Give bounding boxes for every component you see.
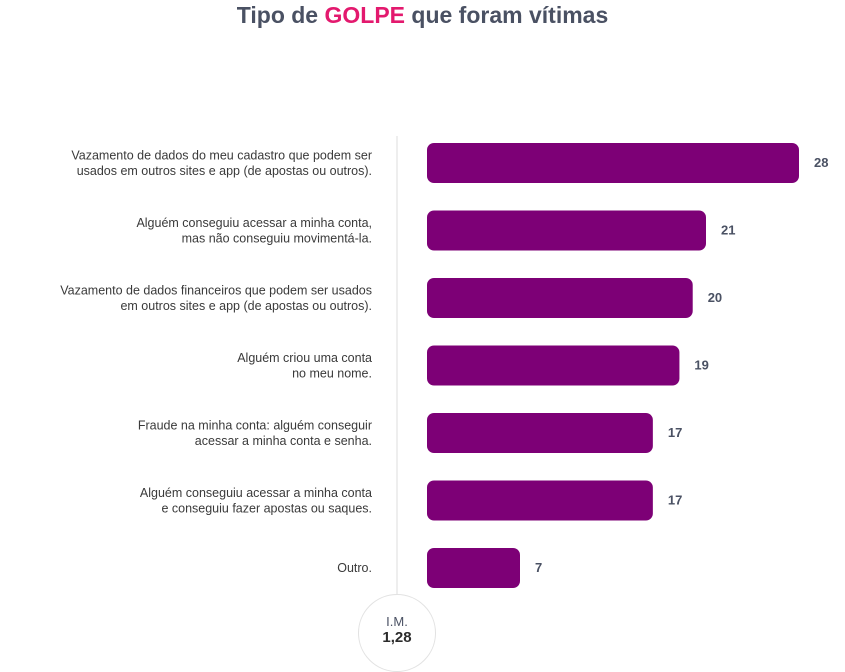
category-label-4-line-0: Fraude na minha conta: alguém conseguir (138, 418, 372, 432)
im-badge: I.M. 1,28 (358, 594, 436, 672)
category-label-1-line-0: Alguém conseguiu acessar a minha conta, (136, 216, 372, 230)
bar-4 (427, 413, 653, 453)
title-prefix: Tipo de (236, 2, 319, 28)
category-label-4-line-1: acessar a minha conta e senha. (195, 434, 372, 448)
bar-5 (427, 480, 653, 521)
bar-0 (427, 143, 799, 183)
category-label-3-line-0: Alguém criou uma conta (237, 351, 372, 365)
value-label-6: 7 (535, 560, 542, 575)
category-label-5-line-1: e conseguiu fazer apostas ou saques. (161, 501, 372, 515)
value-label-3: 19 (694, 358, 708, 373)
category-label-3-line-1: no meu nome. (292, 366, 372, 380)
category-label-5-line-0: Alguém conseguiu acessar a minha conta (140, 486, 372, 500)
value-label-2: 20 (708, 290, 722, 305)
bar-6 (427, 548, 520, 588)
im-badge-value: 1,28 (382, 629, 412, 646)
category-label-2-line-1: em outros sites e app (de apostas ou out… (120, 299, 372, 313)
title-highlight: GOLPE (324, 2, 406, 28)
category-label-2-line-0: Vazamento de dados financeiros que podem… (60, 283, 372, 297)
chart-title: Tipo de GOLPE que foram vítimas (0, 2, 845, 29)
category-label-0-line-1: usados em outros sites e app (de apostas… (77, 164, 372, 178)
im-badge-label: I.M. (386, 614, 408, 629)
value-label-5: 17 (668, 493, 682, 508)
value-label-0: 28 (814, 155, 828, 170)
bar-1 (427, 210, 706, 251)
value-label-4: 17 (668, 425, 682, 440)
category-label-1-line-1: mas não conseguiu movimentá-la. (182, 231, 372, 245)
bar-3 (427, 345, 680, 386)
category-label-6-line-0: Outro. (337, 561, 372, 575)
title-suffix: que foram vítimas (411, 2, 609, 28)
category-label-0-line-0: Vazamento de dados do meu cadastro que p… (71, 148, 372, 162)
bar-2 (427, 278, 693, 318)
value-label-1: 21 (721, 223, 735, 238)
